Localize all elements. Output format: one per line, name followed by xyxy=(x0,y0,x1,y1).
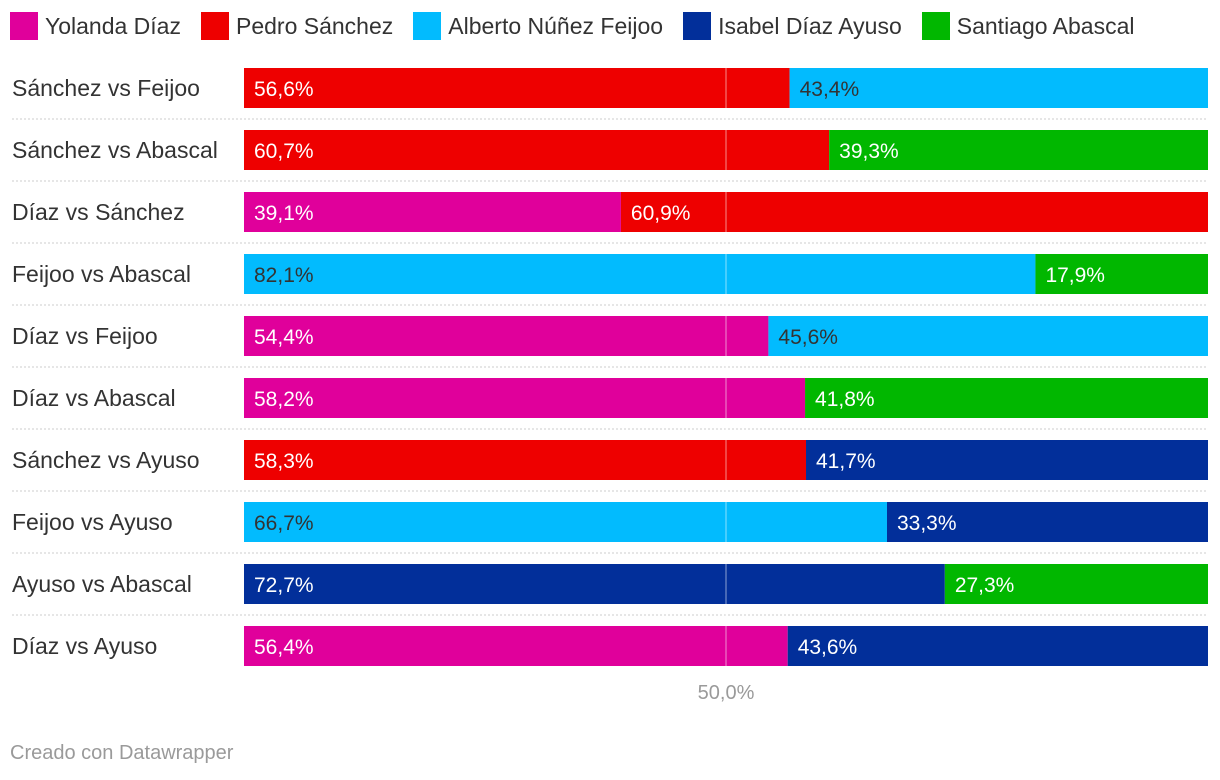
legend-label: Yolanda Díaz xyxy=(45,12,181,39)
row-label: Díaz vs Sánchez xyxy=(12,199,185,225)
legend-label: Alberto Núñez Feijoo xyxy=(448,12,664,39)
row-label: Sánchez vs Ayuso xyxy=(12,447,200,473)
legend-swatch xyxy=(10,12,38,40)
data-label: 41,7% xyxy=(816,450,876,473)
legend-item: Santiago Abascal xyxy=(921,12,1135,40)
bar-segment xyxy=(244,564,945,604)
data-label: 45,6% xyxy=(778,326,838,349)
row-label: Díaz vs Feijoo xyxy=(12,323,158,349)
bar-segment xyxy=(244,130,830,170)
bar-segment xyxy=(805,378,1208,418)
data-label: 66,7% xyxy=(254,512,314,535)
footer-credit: Creado con Datawrapper xyxy=(10,742,234,764)
bar-segment xyxy=(244,254,1036,294)
data-label: 33,3% xyxy=(897,512,957,535)
data-label: 43,4% xyxy=(800,78,860,101)
bar-segment xyxy=(244,316,769,356)
bar-segment xyxy=(787,626,1208,666)
bar-segment xyxy=(244,378,806,418)
bar-segment xyxy=(244,68,790,108)
bar-segment xyxy=(244,440,807,480)
data-label: 60,9% xyxy=(631,202,691,225)
chart-legend: Yolanda Díaz Pedro Sánchez Alberto Núñez F… xyxy=(10,10,1155,42)
reference-line-label: 50,0% xyxy=(698,682,755,704)
data-label: 60,7% xyxy=(254,140,314,163)
bar-segment xyxy=(620,192,1208,232)
data-label: 27,3% xyxy=(955,574,1015,597)
bar-segment xyxy=(829,130,1208,170)
legend-swatch xyxy=(200,12,229,40)
data-label: 43,6% xyxy=(798,636,858,659)
legend-item: Alberto Núñez Feijoo xyxy=(413,12,663,40)
data-label: 82,1% xyxy=(254,264,314,287)
row-label: Díaz vs Abascal xyxy=(12,385,176,411)
legend-swatch xyxy=(921,12,950,40)
legend-item: Pedro Sánchez xyxy=(200,12,394,40)
data-label: 56,4% xyxy=(254,636,314,659)
row-label: Feijoo vs Abascal xyxy=(12,261,191,287)
legend-label: Santiago Abascal xyxy=(956,12,1135,39)
bar-segment xyxy=(244,626,788,666)
data-label: 58,3% xyxy=(254,450,314,473)
stacked-bar-chart: Sánchez vs Feijoo 56,6% 43,4% Sánchez vs Ab… xyxy=(12,68,1208,704)
data-label: 41,8% xyxy=(815,388,875,411)
row-label: Feijoo vs Ayuso xyxy=(12,509,173,535)
row-label: Sánchez vs Feijoo xyxy=(12,75,200,101)
data-label: 54,4% xyxy=(254,326,314,349)
legend-swatch xyxy=(413,12,442,40)
bar-segment xyxy=(886,502,1208,542)
data-label: 56,6% xyxy=(254,78,314,101)
bar-segment xyxy=(944,564,1208,604)
data-label: 72,7% xyxy=(254,574,314,597)
bar-segment xyxy=(806,440,1208,480)
row-label: Sánchez vs Abascal xyxy=(12,137,218,163)
bar-segment xyxy=(768,316,1208,356)
data-label: 17,9% xyxy=(1045,264,1105,287)
bar-segment xyxy=(1035,254,1208,294)
data-label: 39,3% xyxy=(839,140,899,163)
row-label: Ayuso vs Abascal xyxy=(12,571,192,597)
legend-item: Yolanda Díaz xyxy=(10,12,181,40)
bar-segment xyxy=(244,192,621,232)
legend-label: Isabel Díaz Ayuso xyxy=(718,12,902,39)
legend-label: Pedro Sánchez xyxy=(235,12,394,39)
bar-segment xyxy=(244,502,887,542)
legend-swatch xyxy=(683,12,712,40)
data-label: 58,2% xyxy=(254,388,314,411)
row-label: Díaz vs Ayuso xyxy=(12,633,157,659)
bar-segment xyxy=(789,68,1208,108)
data-label: 39,1% xyxy=(254,202,314,225)
legend-item: Isabel Díaz Ayuso xyxy=(683,12,902,40)
